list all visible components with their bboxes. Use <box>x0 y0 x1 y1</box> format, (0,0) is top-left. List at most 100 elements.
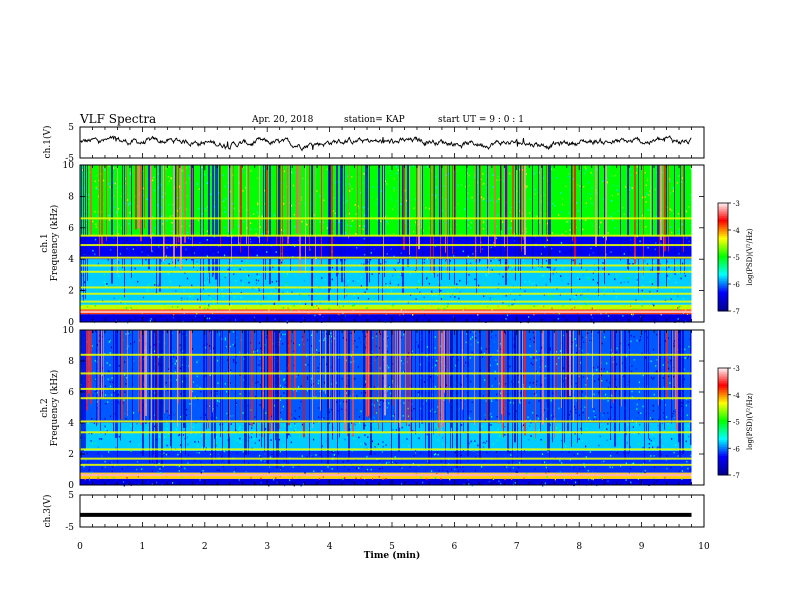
spectrum-cell <box>226 178 228 181</box>
spectrum-cell <box>83 465 85 468</box>
spectrum-cell <box>504 426 506 428</box>
spectrum-cell <box>630 305 632 308</box>
spectrum-cell <box>510 454 512 456</box>
spectrum-cell <box>597 331 599 334</box>
spectrum-cell <box>276 481 278 484</box>
spectrum-cell <box>544 365 547 368</box>
spectrum-cell <box>222 239 224 242</box>
spectrum-cell <box>111 381 113 384</box>
spectrum-cell <box>256 273 258 276</box>
spectrum-cell <box>668 367 670 370</box>
spectrum-cell <box>615 308 617 311</box>
spectrum-streak <box>212 330 213 413</box>
spectrum-cell <box>126 239 128 242</box>
spectrum-cell <box>406 215 408 218</box>
spectrum-cell <box>188 365 190 367</box>
spectrum-streak <box>169 330 170 415</box>
spectrum-cell <box>358 416 361 418</box>
spectrum-cell <box>209 374 211 376</box>
spectrum-cell <box>258 425 260 428</box>
spectrum-cell <box>617 184 619 187</box>
spectrum-cell <box>386 284 388 287</box>
spectrum-cell <box>483 441 485 444</box>
spectrum-cell <box>218 469 220 471</box>
spectrum-streak <box>157 330 158 433</box>
spectrum-cell <box>223 174 225 177</box>
spectrum-cell <box>255 228 257 231</box>
spectrum-streak <box>503 330 504 438</box>
spectrum-cell <box>645 184 647 187</box>
spectrum-cell <box>290 413 293 416</box>
spectrum-cell <box>683 378 686 380</box>
spectrum-cell <box>387 337 389 339</box>
spectrum-cell <box>163 303 165 306</box>
spectrum-cell <box>307 339 309 341</box>
spectrum-streak <box>664 165 666 252</box>
spectrum-cell <box>95 238 97 241</box>
spectrum-cell <box>288 237 290 240</box>
spectrum-cell <box>337 444 339 446</box>
spectrum-cell <box>473 199 475 201</box>
spectrum-cell <box>355 213 357 215</box>
spectrum-cell <box>430 376 432 378</box>
spectrum-cell <box>315 454 317 457</box>
spectrum-cell <box>419 291 421 293</box>
spectrum-cell <box>228 306 231 308</box>
spectrum-cell <box>594 415 596 418</box>
spectrum-cell <box>608 165 610 168</box>
spectrum-cell <box>655 289 657 291</box>
spectrum-cell <box>690 167 692 169</box>
spectrum-cell <box>593 408 595 410</box>
spectrum-cell <box>247 462 250 465</box>
spectrum-cell <box>111 470 113 473</box>
spectrum-streak <box>500 165 501 265</box>
spectrum-cell <box>554 205 556 207</box>
spectrum-cell <box>397 262 399 264</box>
spectrum-cell <box>546 266 548 268</box>
spectrum-cell <box>647 385 649 387</box>
spectrum-cell <box>109 415 112 418</box>
spectrum-streak <box>444 330 445 393</box>
spectrum-cell <box>233 471 235 473</box>
spectrum-cell <box>154 282 156 284</box>
spectrum-cell <box>657 319 659 322</box>
spectrum-cell <box>93 422 95 425</box>
spectrum-streak <box>151 165 152 252</box>
spectrum-cell <box>642 374 644 377</box>
spectrum-cell <box>169 215 171 218</box>
spectrum-cell <box>596 291 598 294</box>
spectrum-streak <box>439 330 440 436</box>
spectrum-cell <box>365 470 368 472</box>
spectrum-cell <box>610 455 612 457</box>
spectrum-streak <box>241 165 242 238</box>
spectrum-cell <box>529 338 531 341</box>
spectrum-cell <box>526 427 528 430</box>
spectrum-cell <box>609 319 611 321</box>
spectrum-cell <box>236 452 238 454</box>
spectrum-cell <box>95 223 97 225</box>
spectrum-cell <box>360 341 362 344</box>
spectrum-streak <box>138 165 140 229</box>
spectrum-cell <box>484 419 486 421</box>
spectrum-cell <box>334 455 336 457</box>
spectrum-cell <box>167 433 169 435</box>
spectrum-cell <box>495 225 497 228</box>
spectrum-cell <box>686 357 689 360</box>
spectrum-cell <box>111 377 113 379</box>
spectrum-cell <box>126 376 128 379</box>
spectrum-cell <box>688 240 690 243</box>
spectrum-cell <box>378 460 381 463</box>
spectrum-cell <box>673 386 675 389</box>
spectrum-cell <box>592 252 594 254</box>
spectrum-cell <box>389 465 391 467</box>
spectrum-cell <box>216 393 218 395</box>
interference-line <box>80 270 692 273</box>
spectrum-cell <box>191 284 193 287</box>
spectrum-cell <box>677 212 680 215</box>
spectrum-streak <box>262 330 263 438</box>
spectrum-streak <box>178 165 179 243</box>
spectrum-cell <box>192 426 194 429</box>
spectrum-cell <box>555 259 557 261</box>
spectrum-cell <box>400 360 402 362</box>
spectrum-cell <box>177 434 180 437</box>
